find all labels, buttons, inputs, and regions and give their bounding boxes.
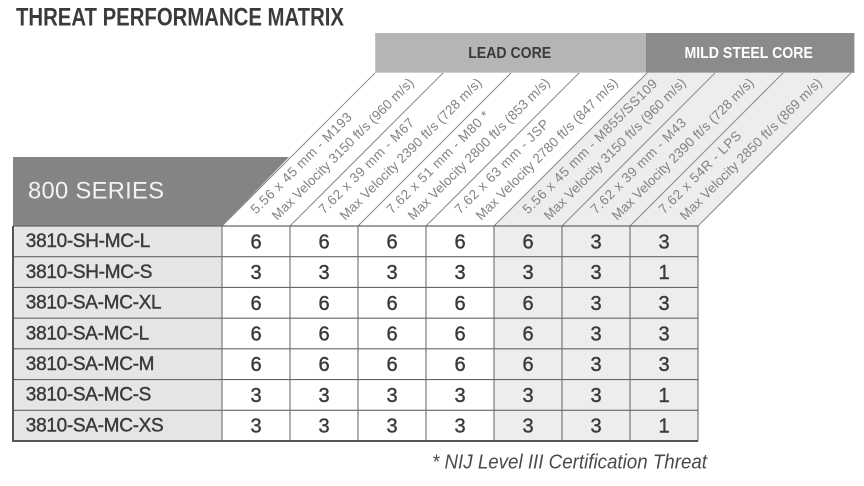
- svg-text:* NIJ Level III Certification: * NIJ Level III Certification Threat: [432, 452, 708, 474]
- svg-text:6: 6: [386, 293, 397, 315]
- svg-text:6: 6: [318, 324, 329, 346]
- svg-text:3: 3: [590, 416, 601, 438]
- svg-text:3: 3: [386, 416, 397, 438]
- svg-text:6: 6: [522, 354, 533, 376]
- svg-text:6: 6: [454, 293, 465, 315]
- svg-text:6: 6: [522, 231, 533, 253]
- svg-text:3: 3: [658, 293, 669, 315]
- svg-text:LEAD CORE: LEAD CORE: [468, 45, 551, 62]
- svg-text:6: 6: [386, 324, 397, 346]
- svg-text:3: 3: [522, 416, 533, 438]
- svg-text:6: 6: [454, 354, 465, 376]
- svg-text:1: 1: [658, 385, 669, 407]
- svg-text:3: 3: [658, 354, 669, 376]
- svg-text:MILD STEEL CORE: MILD STEEL CORE: [685, 45, 813, 62]
- svg-text:6: 6: [318, 231, 329, 253]
- svg-text:6: 6: [250, 231, 261, 253]
- svg-text:6: 6: [454, 231, 465, 253]
- svg-text:3810-SH-MC-S: 3810-SH-MC-S: [26, 262, 152, 283]
- svg-text:6: 6: [386, 231, 397, 253]
- svg-text:1: 1: [658, 262, 669, 284]
- svg-text:6: 6: [454, 324, 465, 346]
- svg-text:3: 3: [386, 262, 397, 284]
- svg-text:3: 3: [250, 262, 261, 284]
- svg-text:3: 3: [318, 416, 329, 438]
- svg-text:3: 3: [250, 385, 261, 407]
- svg-text:6: 6: [522, 293, 533, 315]
- svg-text:3: 3: [590, 324, 601, 346]
- svg-text:6: 6: [250, 293, 261, 315]
- svg-text:3: 3: [454, 385, 465, 407]
- svg-text:3: 3: [318, 385, 329, 407]
- svg-text:6: 6: [318, 354, 329, 376]
- svg-text:3: 3: [658, 231, 669, 253]
- svg-text:3810-SA-MC-S: 3810-SA-MC-S: [26, 385, 151, 406]
- svg-text:3: 3: [658, 324, 669, 346]
- svg-text:3810-SA-MC-XL: 3810-SA-MC-XL: [26, 293, 161, 314]
- svg-text:3: 3: [454, 262, 465, 284]
- svg-text:3: 3: [590, 293, 601, 315]
- svg-text:3: 3: [590, 385, 601, 407]
- svg-text:1: 1: [658, 416, 669, 438]
- svg-text:6: 6: [250, 324, 261, 346]
- svg-text:3810-SH-MC-L: 3810-SH-MC-L: [26, 231, 150, 252]
- svg-text:3: 3: [454, 416, 465, 438]
- svg-text:3: 3: [590, 262, 601, 284]
- svg-text:3: 3: [590, 231, 601, 253]
- svg-text:6: 6: [250, 354, 261, 376]
- svg-text:3810-SA-MC-M: 3810-SA-MC-M: [26, 354, 154, 375]
- svg-text:3: 3: [250, 416, 261, 438]
- svg-text:3: 3: [522, 262, 533, 284]
- svg-text:3810-SA-MC-L: 3810-SA-MC-L: [26, 323, 149, 344]
- svg-text:3: 3: [318, 262, 329, 284]
- svg-text:THREAT PERFORMANCE MATRIX: THREAT PERFORMANCE MATRIX: [16, 4, 344, 32]
- svg-text:6: 6: [522, 324, 533, 346]
- svg-text:6: 6: [386, 354, 397, 376]
- svg-text:3: 3: [590, 354, 601, 376]
- svg-text:6: 6: [318, 293, 329, 315]
- svg-text:3: 3: [522, 385, 533, 407]
- svg-text:3810-SA-MC-XS: 3810-SA-MC-XS: [26, 415, 164, 436]
- svg-text:3: 3: [386, 385, 397, 407]
- svg-text:800 SERIES: 800 SERIES: [28, 178, 164, 204]
